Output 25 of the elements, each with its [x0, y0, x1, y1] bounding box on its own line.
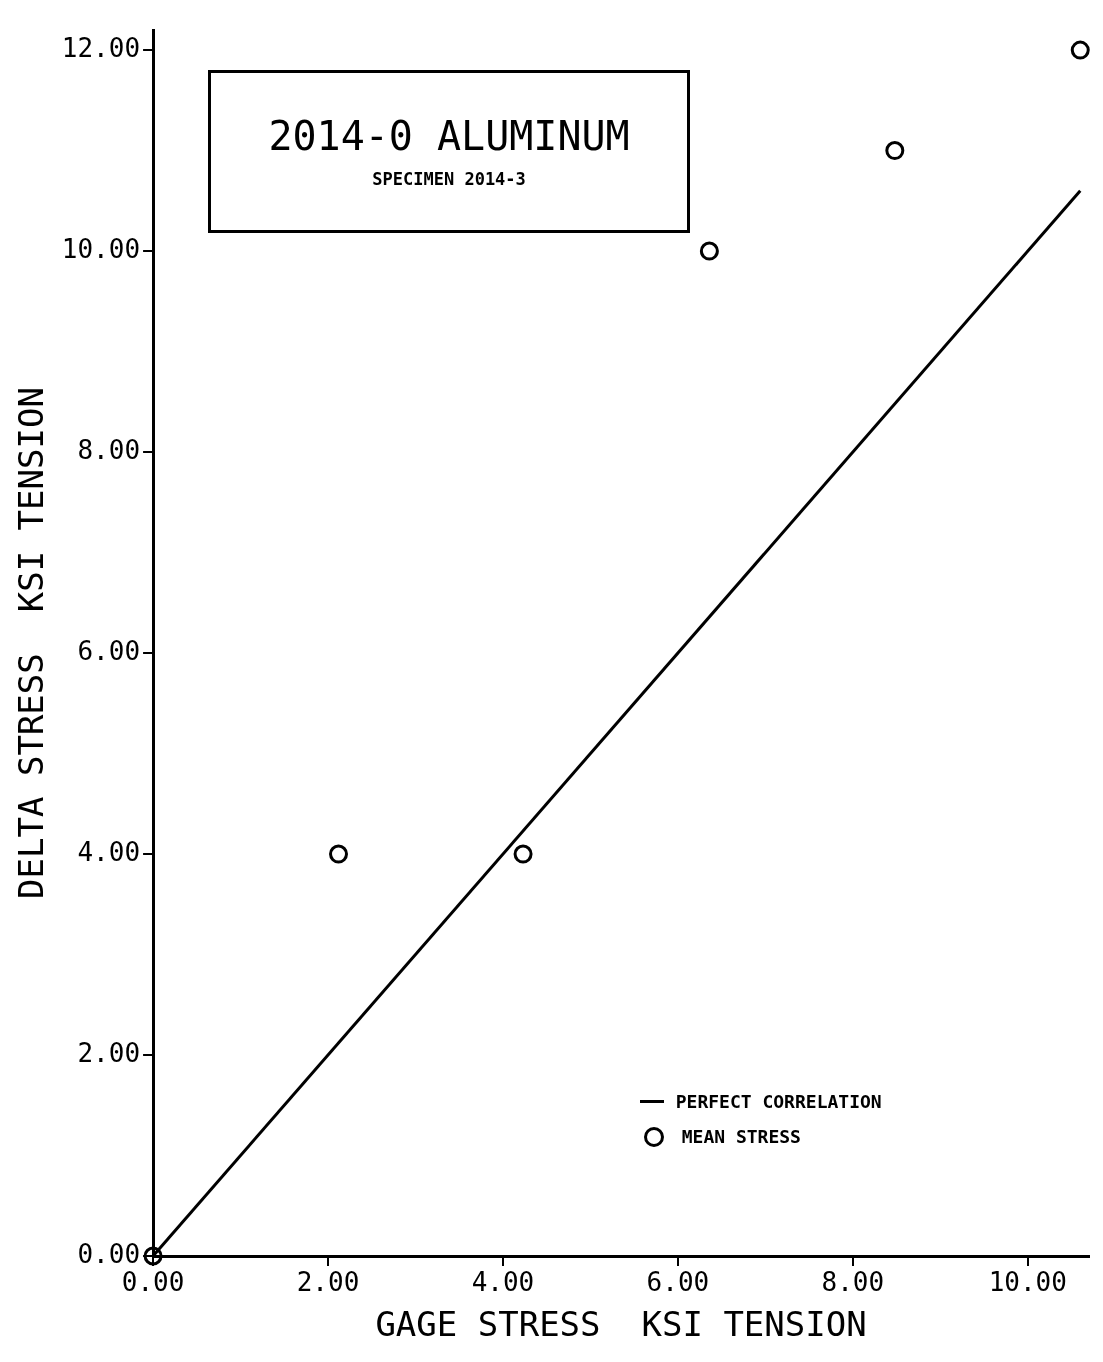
y-tick-label: 2.00 [77, 1037, 141, 1068]
y-axis-title: DELTA STRESS KSI TENSION [11, 387, 52, 899]
point [1070, 40, 1090, 60]
y-tick-label: 6.00 [77, 635, 141, 666]
point [143, 1246, 163, 1266]
y-tick-label: 4.00 [77, 836, 141, 867]
y-tick-label: 10.00 [61, 233, 141, 264]
point [699, 241, 719, 261]
y-tick-label: 12.00 [61, 32, 141, 63]
x-axis-title: GAGE STRESS KSI TENSION [375, 1304, 867, 1345]
text: SPECIMEN 2014-3 [371, 168, 527, 189]
point [329, 844, 348, 864]
x-tick-label: 10.00 [988, 1267, 1067, 1298]
y-tick-label: 8.00 [77, 434, 141, 465]
point [513, 844, 533, 864]
x-tick-label: 8.00 [821, 1267, 885, 1298]
legend-label: PERFECT CORRELATION [675, 1091, 882, 1112]
x-tick-label: 4.00 [471, 1267, 535, 1298]
x-tick-label: 0.00 [121, 1267, 185, 1298]
y-tick-label: 0.00 [77, 1238, 141, 1269]
x-tick-label: 6.00 [646, 1267, 710, 1298]
legend-label: MEAN STRESS [681, 1126, 801, 1147]
x-tick-label: 2.00 [296, 1267, 360, 1298]
point [885, 141, 905, 161]
text: 2014-0 ALUMINUM [267, 112, 631, 159]
